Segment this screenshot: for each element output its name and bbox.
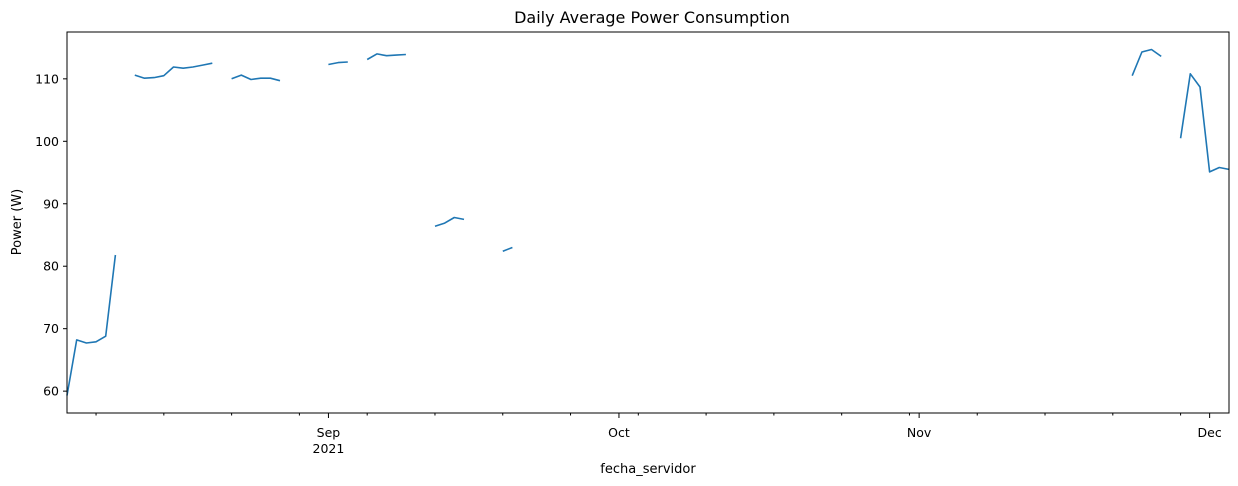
series-line-segment bbox=[1179, 73, 1230, 173]
series-line-segment bbox=[328, 61, 348, 66]
plot-frame bbox=[66, 31, 1230, 414]
y-tick-label: 90 bbox=[43, 196, 59, 211]
y-tick-label: 80 bbox=[43, 259, 59, 274]
y-axis: 60 70 80 90 100 110 bbox=[35, 71, 67, 399]
y-tick-label: 110 bbox=[35, 71, 59, 86]
x-tick-label: Nov bbox=[907, 425, 932, 440]
series-line-segment bbox=[502, 246, 513, 252]
series-line-segment bbox=[134, 62, 213, 79]
series-line-segment bbox=[231, 74, 281, 82]
series-line-segment bbox=[1131, 48, 1162, 77]
x-tick-label: Oct bbox=[608, 425, 630, 440]
series-line-segment bbox=[366, 53, 406, 61]
x-axis-label: fecha_servidor bbox=[600, 462, 696, 477]
y-tick-label: 60 bbox=[43, 384, 59, 399]
x-tick-sublabel: 2021 bbox=[313, 441, 345, 456]
series-line-segment bbox=[434, 216, 465, 227]
y-tick-label: 70 bbox=[43, 321, 59, 336]
y-tick-label: 100 bbox=[35, 134, 59, 149]
chart-title: Daily Average Power Consumption bbox=[514, 8, 790, 27]
x-tick-label: Dec bbox=[1198, 425, 1222, 440]
series-line-segment bbox=[66, 254, 117, 396]
x-tick-label: Sep bbox=[317, 425, 341, 440]
plot-area bbox=[66, 48, 1230, 396]
y-axis-label: Power (W) bbox=[10, 189, 25, 255]
